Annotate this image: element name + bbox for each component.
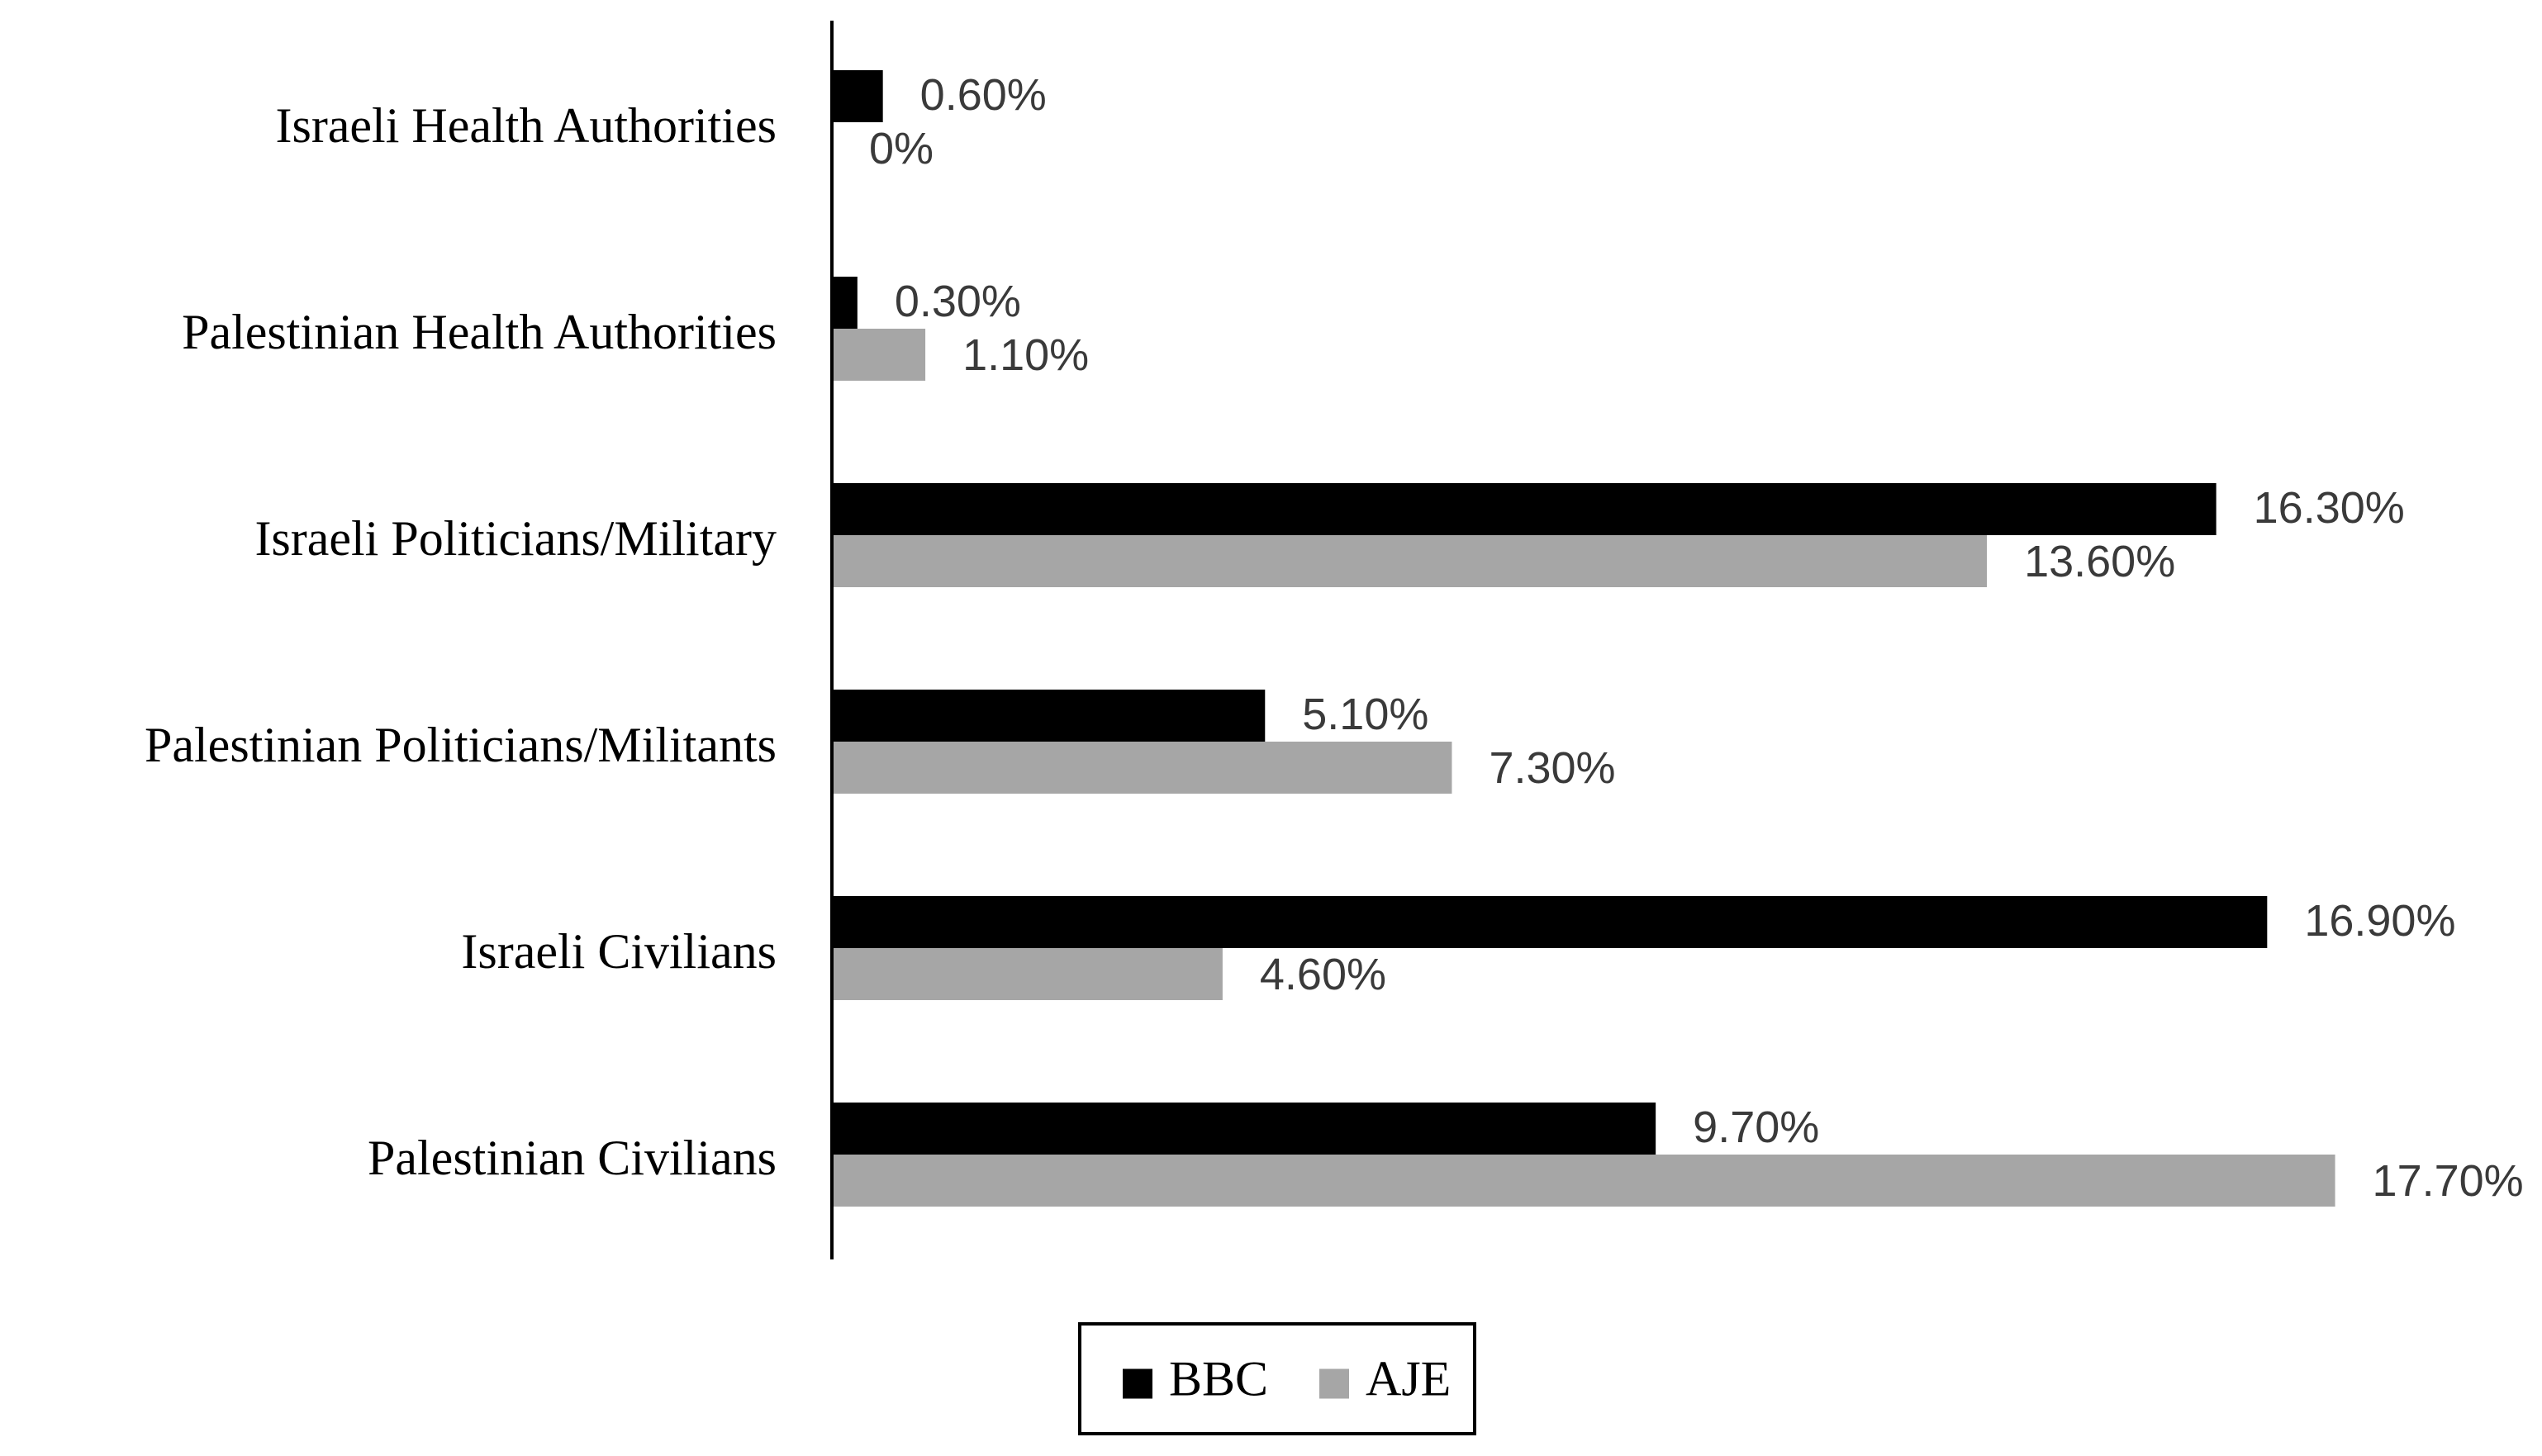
legend-label-aje: AJE [1366,1351,1451,1406]
bar-aje-palestinian-health-authorities [832,329,926,381]
bar-bbc-israeli-politicians-military [832,483,2217,535]
value-label-bbc: 0.30% [895,277,1021,326]
value-label-aje: 1.10% [962,330,1089,380]
legend-swatch-bbc [1123,1368,1152,1399]
value-label-aje: 7.30% [1489,743,1615,793]
value-label-bbc: 9.70% [1693,1103,1819,1152]
value-label-aje: 13.60% [2024,537,2175,586]
bar-aje-palestinian-civilians [832,1155,2335,1207]
bar-bbc-israeli-civilians [832,896,2268,948]
value-label-bbc: 16.30% [2254,483,2405,533]
legend-label-bbc: BBC [1169,1351,1268,1406]
category-label: Israeli Politicians/Military [254,511,777,566]
value-label-aje: 0% [869,124,934,173]
value-label-bbc: 5.10% [1302,690,1428,739]
bar-bbc-palestinian-civilians [832,1103,1656,1155]
category-label: Israeli Civilians [461,924,777,979]
bar-bbc-israeli-health-authorities [832,70,883,122]
bar-bbc-palestinian-health-authorities [832,277,858,329]
value-label-bbc: 16.90% [2304,896,2455,946]
value-label-aje: 4.60% [1260,950,1386,999]
bar-aje-israeli-politicians-military [832,535,1988,587]
category-label: Palestinian Politicians/Militants [145,718,777,772]
category-label: Palestinian Civilians [368,1131,777,1185]
category-label: Palestinian Health Authorities [182,305,777,359]
legend-box [1078,1322,1476,1435]
bar-aje-israeli-civilians [832,948,1223,1000]
value-label-aje: 17.70% [2373,1156,2524,1206]
category-label: Israeli Health Authorities [275,98,777,153]
value-label-bbc: 0.60% [920,70,1047,120]
bar-bbc-palestinian-politicians-militants [832,690,1266,742]
bar-aje-palestinian-politicians-militants [832,742,1452,794]
legend-swatch-aje [1319,1368,1349,1399]
